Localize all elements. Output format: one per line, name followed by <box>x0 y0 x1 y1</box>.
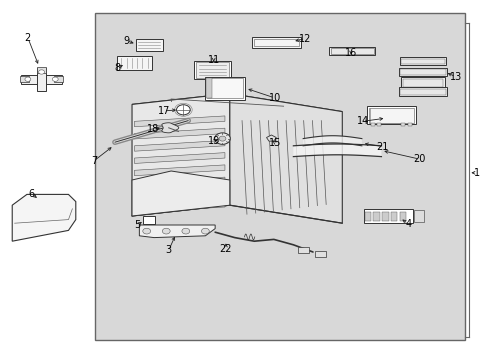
Bar <box>95 13 464 340</box>
Text: 11: 11 <box>207 55 220 66</box>
Bar <box>402 78 442 87</box>
Circle shape <box>52 77 58 81</box>
Bar <box>142 216 155 224</box>
Text: 15: 15 <box>268 138 281 148</box>
Bar <box>135 39 162 51</box>
Polygon shape <box>134 202 224 212</box>
Bar <box>399 57 445 65</box>
Text: 14: 14 <box>356 116 368 126</box>
Text: 2: 2 <box>25 33 31 43</box>
Bar <box>37 67 46 73</box>
Bar <box>54 76 63 82</box>
Bar <box>407 123 411 126</box>
Polygon shape <box>134 177 224 188</box>
Bar <box>413 210 423 222</box>
Bar <box>400 77 444 88</box>
Bar <box>364 209 412 223</box>
Polygon shape <box>266 135 276 141</box>
Text: 12: 12 <box>298 33 311 44</box>
Circle shape <box>142 228 150 234</box>
Bar <box>370 123 374 126</box>
Polygon shape <box>134 189 224 200</box>
Polygon shape <box>229 94 342 223</box>
Text: 5: 5 <box>134 220 140 230</box>
Bar <box>382 212 388 220</box>
Text: 6: 6 <box>29 189 35 199</box>
Circle shape <box>201 228 209 234</box>
Polygon shape <box>132 171 229 216</box>
Text: 18: 18 <box>146 124 159 134</box>
Bar <box>206 78 243 99</box>
Text: 19: 19 <box>207 136 220 146</box>
Polygon shape <box>134 116 224 127</box>
Bar <box>37 68 46 91</box>
Polygon shape <box>139 225 215 238</box>
Bar <box>398 68 447 76</box>
Text: 17: 17 <box>158 106 170 116</box>
Bar <box>376 123 380 126</box>
Text: 10: 10 <box>268 93 281 103</box>
Bar <box>373 212 379 220</box>
Bar <box>251 37 300 48</box>
Circle shape <box>182 228 189 234</box>
Bar <box>196 62 229 78</box>
Circle shape <box>176 105 190 115</box>
Bar <box>20 76 29 82</box>
Bar <box>399 69 445 75</box>
Circle shape <box>39 70 44 74</box>
Text: 13: 13 <box>448 72 461 82</box>
Text: 8: 8 <box>114 63 120 73</box>
Circle shape <box>25 77 31 81</box>
Polygon shape <box>132 94 229 216</box>
Polygon shape <box>132 94 342 122</box>
Text: 21: 21 <box>376 141 388 152</box>
Text: 7: 7 <box>91 156 97 166</box>
Polygon shape <box>134 153 224 163</box>
Bar <box>398 87 447 96</box>
Text: 3: 3 <box>165 245 171 255</box>
Bar <box>330 49 373 54</box>
Bar <box>390 212 397 220</box>
Text: 22: 22 <box>219 244 232 254</box>
Polygon shape <box>162 123 179 133</box>
Circle shape <box>214 133 230 144</box>
Bar <box>401 123 405 126</box>
Bar <box>20 75 62 84</box>
Bar <box>253 39 298 46</box>
Bar <box>194 61 231 79</box>
Bar <box>399 89 445 95</box>
Bar <box>205 78 211 99</box>
Polygon shape <box>134 140 224 151</box>
Bar <box>297 247 308 253</box>
Polygon shape <box>134 128 224 139</box>
Polygon shape <box>12 194 76 241</box>
Text: 9: 9 <box>123 36 129 46</box>
Polygon shape <box>134 165 224 176</box>
Text: 1: 1 <box>473 168 479 178</box>
Circle shape <box>162 228 170 234</box>
Text: 4: 4 <box>405 219 410 229</box>
Text: 20: 20 <box>412 154 425 164</box>
Bar <box>314 251 325 257</box>
Bar <box>328 47 375 55</box>
Text: 16: 16 <box>344 48 357 58</box>
Bar <box>364 212 370 220</box>
Bar <box>117 56 151 70</box>
Bar <box>204 77 244 100</box>
Circle shape <box>219 136 225 141</box>
Bar <box>399 212 405 220</box>
Bar <box>401 59 444 64</box>
Bar <box>368 108 413 123</box>
Bar <box>366 106 415 124</box>
